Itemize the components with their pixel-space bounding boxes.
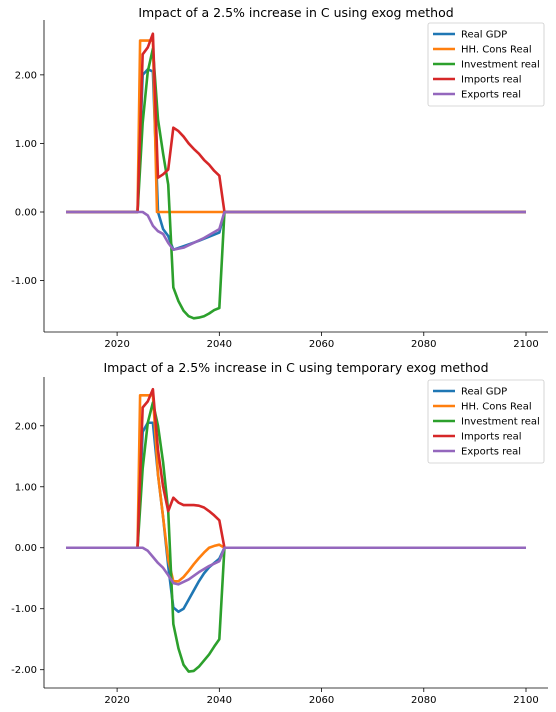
legend-label-exports-real: Exports real [461, 90, 521, 101]
x-tick-label: 2080 [411, 339, 436, 350]
x-tick-label: 2020 [104, 695, 129, 706]
series-line-exports-real [66, 548, 526, 585]
series-line-exports-real [66, 212, 526, 250]
x-tick-label: 2060 [309, 695, 334, 706]
y-tick-label: 1.00 [15, 482, 37, 493]
y-tick-label: -1.00 [11, 604, 37, 615]
y-tick-label: 0.00 [15, 543, 37, 554]
legend-label-hh-cons-real: HH. Cons Real [461, 45, 532, 56]
legend-label-real-gdp: Real GDP [461, 30, 507, 41]
legend-bottom: Real GDP HH. Cons Real Investment real Impo… [428, 380, 544, 463]
legend-label-hh-cons-real: HH. Cons Real [461, 402, 532, 413]
x-tick-label: 2040 [207, 695, 232, 706]
x-tick-label: 2100 [513, 695, 538, 706]
x-tick-label: 2040 [207, 339, 232, 350]
y-tick-label: -1.00 [11, 276, 37, 287]
x-tick-label: 2080 [411, 695, 436, 706]
x-tick-label: 2060 [309, 339, 334, 350]
y-tick-label: 1.00 [15, 139, 37, 150]
y-tick-label: 0.00 [15, 208, 37, 219]
chart-title-bottom: Impact of a 2.5% increase in C using tem… [103, 360, 488, 375]
chart-panel-bottom: Impact of a 2.5% increase in C using tem… [11, 360, 548, 706]
y-tick-label: -2.00 [11, 665, 37, 676]
y-tick-label: 2.00 [15, 421, 37, 432]
chart-title-top: Impact of a 2.5% increase in C using exo… [138, 5, 453, 20]
x-tick-label: 2020 [104, 339, 129, 350]
legend-top: Real GDP HH. Cons Real Investment real Impo… [428, 23, 544, 106]
legend-label-investment-real: Investment real [461, 60, 540, 71]
legend-label-exports-real: Exports real [461, 447, 521, 458]
x-tick-label: 2100 [513, 339, 538, 350]
legend-label-real-gdp: Real GDP [461, 387, 507, 398]
legend-label-imports-real: Imports real [461, 75, 522, 86]
legend-label-imports-real: Imports real [461, 432, 522, 443]
y-tick-label: 2.00 [15, 70, 37, 81]
legend-label-investment-real: Investment real [461, 417, 540, 428]
chart-panel-top: Impact of a 2.5% increase in C using exo… [11, 5, 548, 350]
